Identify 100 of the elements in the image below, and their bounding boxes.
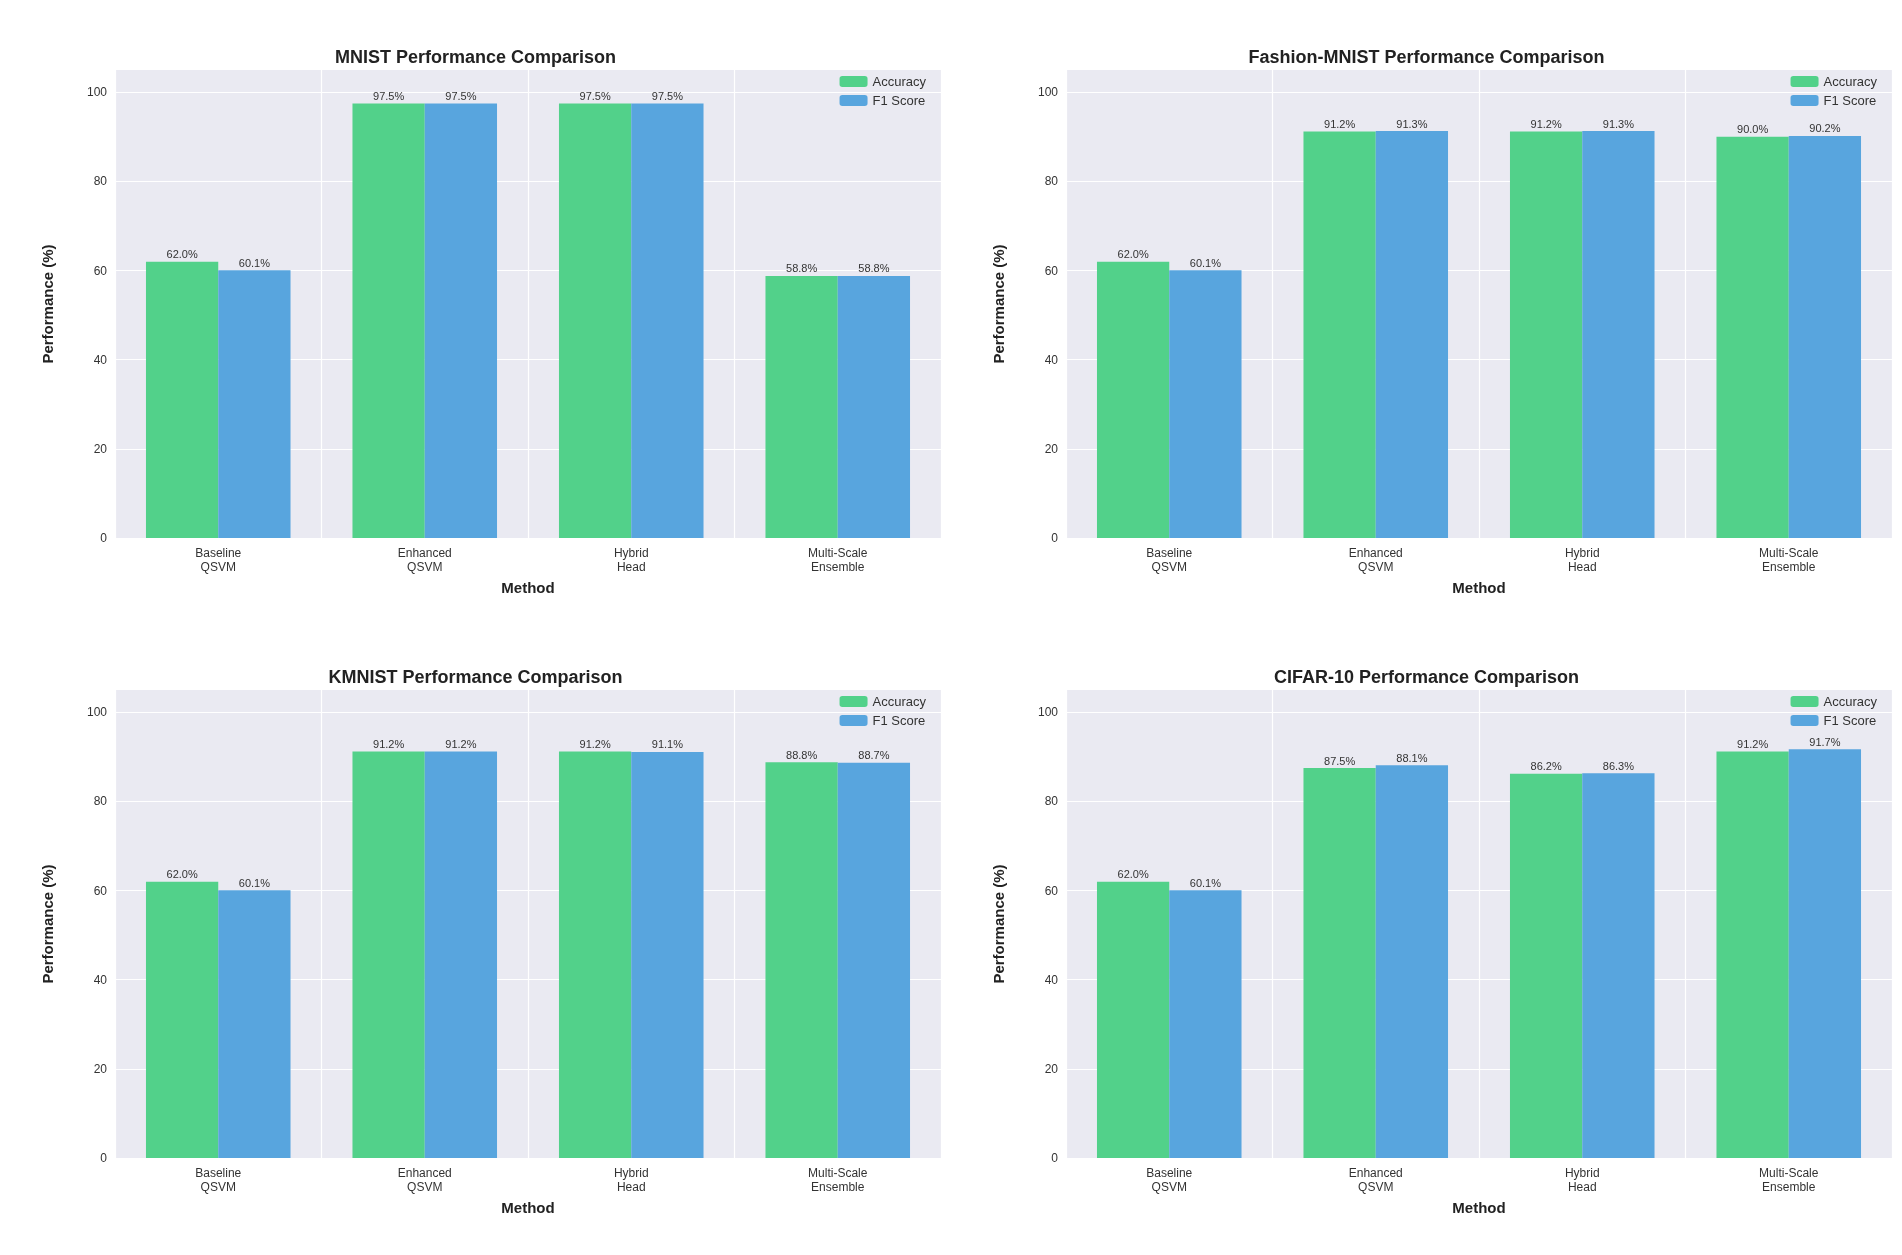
bar: [1788, 749, 1862, 1158]
bar: [1169, 890, 1242, 1158]
y-tick-label: 0: [100, 1151, 108, 1165]
legend-label: F1 Score: [1823, 713, 1877, 728]
y-tick-label: 100: [86, 85, 108, 100]
bar: [1375, 765, 1449, 1158]
bar: [1096, 261, 1170, 538]
x-tick-label: Hybrid Head: [613, 546, 649, 574]
x-tick-label: Hybrid Head: [1564, 1166, 1600, 1194]
bar: [1788, 135, 1862, 538]
x-tick-label: Hybrid Head: [613, 1166, 649, 1194]
data-label: 60.1%: [238, 876, 271, 889]
x-tick-label: Multi-Scale Ensemble: [1759, 1166, 1819, 1194]
x-tick-label: Enhanced QSVM: [1348, 546, 1403, 574]
x-axis-title: Method: [1452, 579, 1506, 596]
bar: [1096, 881, 1170, 1158]
legend-label: F1 Score: [872, 713, 926, 728]
legend-label: F1 Score: [872, 93, 926, 108]
data-label: 91.2%: [1737, 738, 1769, 751]
data-label: 91.1%: [651, 738, 684, 751]
y-tick-label: 80: [1044, 794, 1059, 809]
bar: [1169, 270, 1242, 538]
legend-label: Accuracy: [872, 694, 927, 709]
data-label: 91.2%: [1324, 118, 1356, 131]
bar: [1716, 751, 1789, 1158]
data-label: 60.1%: [1189, 256, 1222, 269]
y-tick-label: 80: [93, 794, 108, 809]
y-axis-title: Performance (%): [39, 244, 56, 364]
data-label: 91.7%: [1809, 735, 1841, 748]
y-tick-label: 40: [93, 972, 108, 987]
data-label: 62.0%: [166, 868, 198, 881]
x-tick-label: Baseline QSVM: [1146, 1166, 1193, 1194]
data-label: 91.3%: [1396, 117, 1428, 130]
x-tick-label: Hybrid Head: [1564, 546, 1600, 574]
legend-label: Accuracy: [872, 74, 927, 89]
data-label: 91.2%: [579, 738, 611, 751]
data-label: 97.5%: [579, 89, 611, 102]
x-tick-label: Baseline QSVM: [195, 1166, 242, 1194]
legend-label: Accuracy: [1823, 694, 1878, 709]
data-label: 97.5%: [651, 89, 684, 102]
y-tick-label: 80: [1044, 174, 1059, 189]
y-tick-label: 0: [100, 531, 108, 545]
bar: [765, 762, 838, 1158]
data-label: 62.0%: [1117, 868, 1149, 881]
data-label: 58.8%: [858, 262, 890, 275]
data-label: 91.2%: [373, 738, 405, 751]
data-label: 88.8%: [786, 748, 818, 761]
data-label: 60.1%: [238, 256, 271, 269]
data-label: 88.1%: [1396, 751, 1428, 764]
y-tick-label: 60: [93, 883, 108, 898]
legend-label: Accuracy: [1823, 74, 1878, 89]
bar: [218, 270, 291, 538]
data-label: 91.3%: [1602, 117, 1635, 130]
bar: [837, 762, 911, 1158]
bar: [1582, 773, 1655, 1158]
y-tick-label: 100: [86, 705, 108, 720]
bar: [558, 103, 632, 538]
y-tick-label: 60: [93, 263, 108, 278]
x-tick-label: Multi-Scale Ensemble: [808, 546, 868, 574]
data-label: 90.2%: [1809, 122, 1841, 135]
x-axis-title: Method: [501, 1199, 555, 1216]
y-tick-label: 40: [1044, 972, 1059, 987]
y-tick-label: 20: [93, 1061, 108, 1076]
bar: [352, 103, 425, 538]
bar: [631, 103, 704, 538]
y-axis-title: Performance (%): [39, 864, 56, 984]
y-tick-label: 100: [1037, 85, 1059, 100]
data-label: 86.2%: [1530, 760, 1562, 773]
bar: [1375, 131, 1449, 538]
bar: [1303, 131, 1376, 538]
bar: [765, 275, 838, 538]
chart-title: KMNIST Performance Comparison: [328, 667, 623, 687]
chart-title: CIFAR-10 Performance Comparison: [1273, 667, 1580, 687]
x-tick-label: Baseline QSVM: [1146, 546, 1193, 574]
chart-title: MNIST Performance Comparison: [334, 47, 617, 67]
bar: [145, 881, 219, 1158]
y-tick-label: 60: [1044, 263, 1059, 278]
y-tick-label: 40: [1044, 352, 1059, 367]
y-tick-label: 20: [1044, 1061, 1059, 1076]
bar: [558, 751, 632, 1158]
data-label: 58.8%: [786, 262, 818, 275]
x-tick-label: Baseline QSVM: [195, 546, 242, 574]
y-tick-label: 40: [93, 352, 108, 367]
data-label: 90.0%: [1737, 123, 1769, 136]
x-axis-title: Method: [1452, 1199, 1506, 1216]
data-label: 91.2%: [445, 738, 477, 751]
bar: [1509, 773, 1583, 1158]
data-label: 86.3%: [1602, 759, 1635, 772]
bar: [837, 275, 911, 538]
x-tick-label: Multi-Scale Ensemble: [808, 1166, 868, 1194]
y-tick-label: 20: [93, 441, 108, 456]
y-tick-label: 100: [1037, 705, 1059, 720]
bar: [218, 890, 291, 1158]
bar: [1716, 136, 1789, 538]
y-tick-label: 60: [1044, 883, 1059, 898]
data-label: 91.2%: [1530, 118, 1562, 131]
y-tick-label: 0: [1051, 531, 1059, 545]
x-axis-title: Method: [501, 579, 555, 596]
y-tick-label: 0: [1051, 1151, 1059, 1165]
y-axis-title: Performance (%): [990, 864, 1007, 984]
